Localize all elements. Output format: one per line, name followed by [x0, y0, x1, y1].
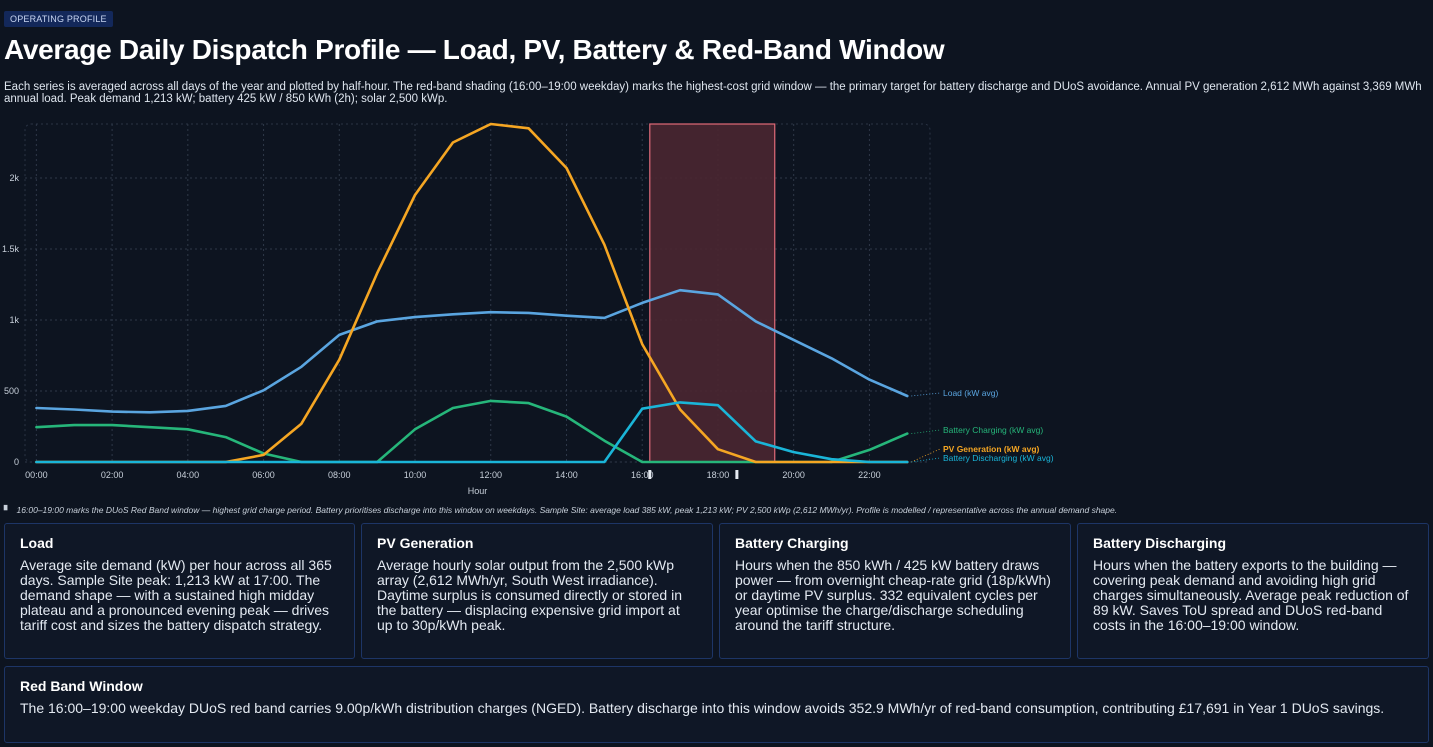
x-tick-label: 22:00	[858, 470, 881, 480]
page-subtitle: Each series is averaged across all days …	[4, 81, 1422, 105]
y-tick-label: 1k	[9, 315, 19, 325]
series-label-discharging: Battery Discharging (kW avg)	[943, 453, 1054, 463]
dispatch-profile-chart: 0 500 1k 1.5k 2k 00:00 02:00 04:00 06:00 08:00 10:…	[2, 122, 1054, 496]
x-tick-label: 10:00	[404, 470, 427, 480]
x-tick-label: 16:00	[631, 470, 654, 480]
card-title: Battery Discharging	[1093, 535, 1227, 551]
x-tick-label: 20:00	[782, 470, 805, 480]
card-text: Average hourly solar output from the 2,5…	[377, 557, 683, 633]
page-title: Average Daily Dispatch Profile — Load, P…	[4, 34, 945, 65]
red-band-end-marker	[735, 470, 739, 479]
series-label-leader	[911, 429, 941, 434]
card-title: Load	[20, 535, 54, 551]
card-text: The 16:00–19:00 weekday DUoS red band ca…	[20, 700, 1385, 716]
card-pv-generation: PV Generation Average hourly solar outpu…	[361, 523, 713, 659]
y-tick-label: 1.5k	[2, 244, 20, 254]
red-band-start-marker	[648, 470, 652, 479]
footnote-text: 16:00–19:00 marks the DUoS Red Band wind…	[16, 505, 1118, 515]
series-line-charging	[35, 399, 909, 464]
series-label-leader	[911, 457, 941, 463]
card-battery-discharging: Battery Discharging Hours when the batte…	[1077, 523, 1429, 659]
x-tick-label: 00:00	[25, 470, 48, 480]
card-text: Hours when the battery exports to the bu…	[1093, 557, 1409, 633]
series-line-load	[35, 288, 909, 414]
card-battery-charging: Battery Charging Hours when the 850 kWh …	[719, 523, 1071, 659]
x-tick-label: 12:00	[479, 470, 502, 480]
x-tick-label: 04:00	[177, 470, 200, 480]
card-title: Battery Charging	[735, 535, 849, 551]
y-tick-label: 2k	[9, 173, 19, 183]
card-title: Red Band Window	[20, 678, 143, 694]
plot-frame	[24, 123, 931, 463]
series-label-leader	[911, 448, 941, 463]
card-title: PV Generation	[377, 535, 474, 551]
series-line-discharging	[35, 401, 909, 464]
card-text: Average site demand (kW) per hour across…	[20, 557, 332, 633]
x-tick-label: 08:00	[328, 470, 351, 480]
y-tick-label: 0	[14, 457, 19, 467]
series-label-leader	[911, 392, 941, 397]
series-label-charging: Battery Charging (kW avg)	[943, 425, 1043, 435]
card-red-band-window: Red Band Window The 16:00–19:00 weekday …	[4, 666, 1429, 743]
series-label-load: Load (kW avg)	[943, 388, 998, 398]
card-text: Hours when the 850 kWh / 425 kW battery …	[735, 557, 1051, 633]
x-tick-label: 02:00	[101, 470, 124, 480]
y-tick-label: 500	[4, 386, 19, 396]
x-axis-title: Hour	[468, 486, 488, 496]
chart-footnote: ▘ 16:00–19:00 marks the DUoS Red Band win…	[4, 505, 1117, 516]
footnote-marker-icon: ▘	[4, 505, 11, 515]
x-tick-label: 06:00	[252, 470, 275, 480]
x-tick-label: 14:00	[555, 470, 578, 480]
series-label-pv: PV Generation (kW avg)	[943, 444, 1040, 454]
section-badge: OPERATING PROFILE	[4, 11, 113, 27]
card-load: Load Average site demand (kW) per hour a…	[4, 523, 355, 659]
x-tick-label: 18:00	[707, 470, 730, 480]
